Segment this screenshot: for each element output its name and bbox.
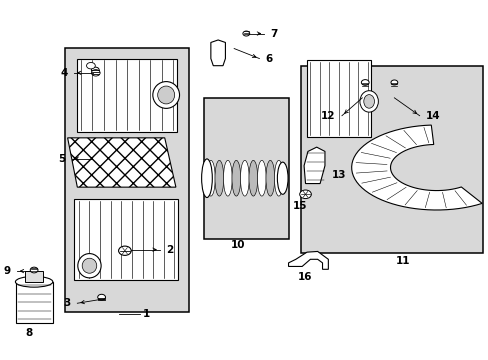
Text: 8: 8 <box>25 328 32 338</box>
Ellipse shape <box>78 253 101 278</box>
Ellipse shape <box>359 91 378 112</box>
Ellipse shape <box>16 276 53 287</box>
FancyBboxPatch shape <box>300 66 482 253</box>
Text: 16: 16 <box>298 272 312 282</box>
Text: 4: 4 <box>60 68 67 78</box>
Text: 11: 11 <box>395 256 409 266</box>
Text: 14: 14 <box>425 111 440 121</box>
Text: 3: 3 <box>63 298 71 308</box>
Circle shape <box>30 267 38 273</box>
Ellipse shape <box>215 160 224 196</box>
Ellipse shape <box>257 160 265 196</box>
Text: 2: 2 <box>166 245 173 255</box>
Ellipse shape <box>223 160 232 196</box>
Circle shape <box>91 67 99 73</box>
Text: 12: 12 <box>321 111 335 121</box>
FancyBboxPatch shape <box>203 98 288 239</box>
Ellipse shape <box>82 258 97 273</box>
Text: 6: 6 <box>265 54 272 64</box>
Ellipse shape <box>240 160 249 196</box>
Text: 1: 1 <box>142 309 150 319</box>
Polygon shape <box>16 282 53 323</box>
Text: 10: 10 <box>231 240 245 250</box>
Circle shape <box>119 246 131 255</box>
Circle shape <box>299 190 311 199</box>
Text: 15: 15 <box>292 201 306 211</box>
Ellipse shape <box>363 95 374 108</box>
FancyBboxPatch shape <box>65 48 189 312</box>
Circle shape <box>390 80 397 85</box>
Ellipse shape <box>153 82 179 108</box>
Polygon shape <box>306 60 370 137</box>
Circle shape <box>98 294 105 300</box>
Text: 5: 5 <box>58 154 65 163</box>
Ellipse shape <box>157 86 174 104</box>
Circle shape <box>91 69 100 76</box>
Ellipse shape <box>201 159 212 198</box>
Circle shape <box>361 80 368 85</box>
Circle shape <box>86 63 95 69</box>
Text: 13: 13 <box>331 170 346 180</box>
Polygon shape <box>304 147 325 184</box>
Text: 7: 7 <box>270 28 277 39</box>
Ellipse shape <box>277 162 287 194</box>
Polygon shape <box>351 125 481 210</box>
Text: 9: 9 <box>3 266 10 276</box>
Ellipse shape <box>231 160 240 196</box>
Polygon shape <box>77 59 177 132</box>
Ellipse shape <box>248 160 257 196</box>
Ellipse shape <box>274 160 283 196</box>
Polygon shape <box>210 40 225 66</box>
Circle shape <box>243 31 249 36</box>
Polygon shape <box>74 199 178 280</box>
Ellipse shape <box>265 160 274 196</box>
Polygon shape <box>67 138 176 187</box>
Polygon shape <box>25 271 43 282</box>
Polygon shape <box>288 251 327 269</box>
Ellipse shape <box>206 160 215 196</box>
